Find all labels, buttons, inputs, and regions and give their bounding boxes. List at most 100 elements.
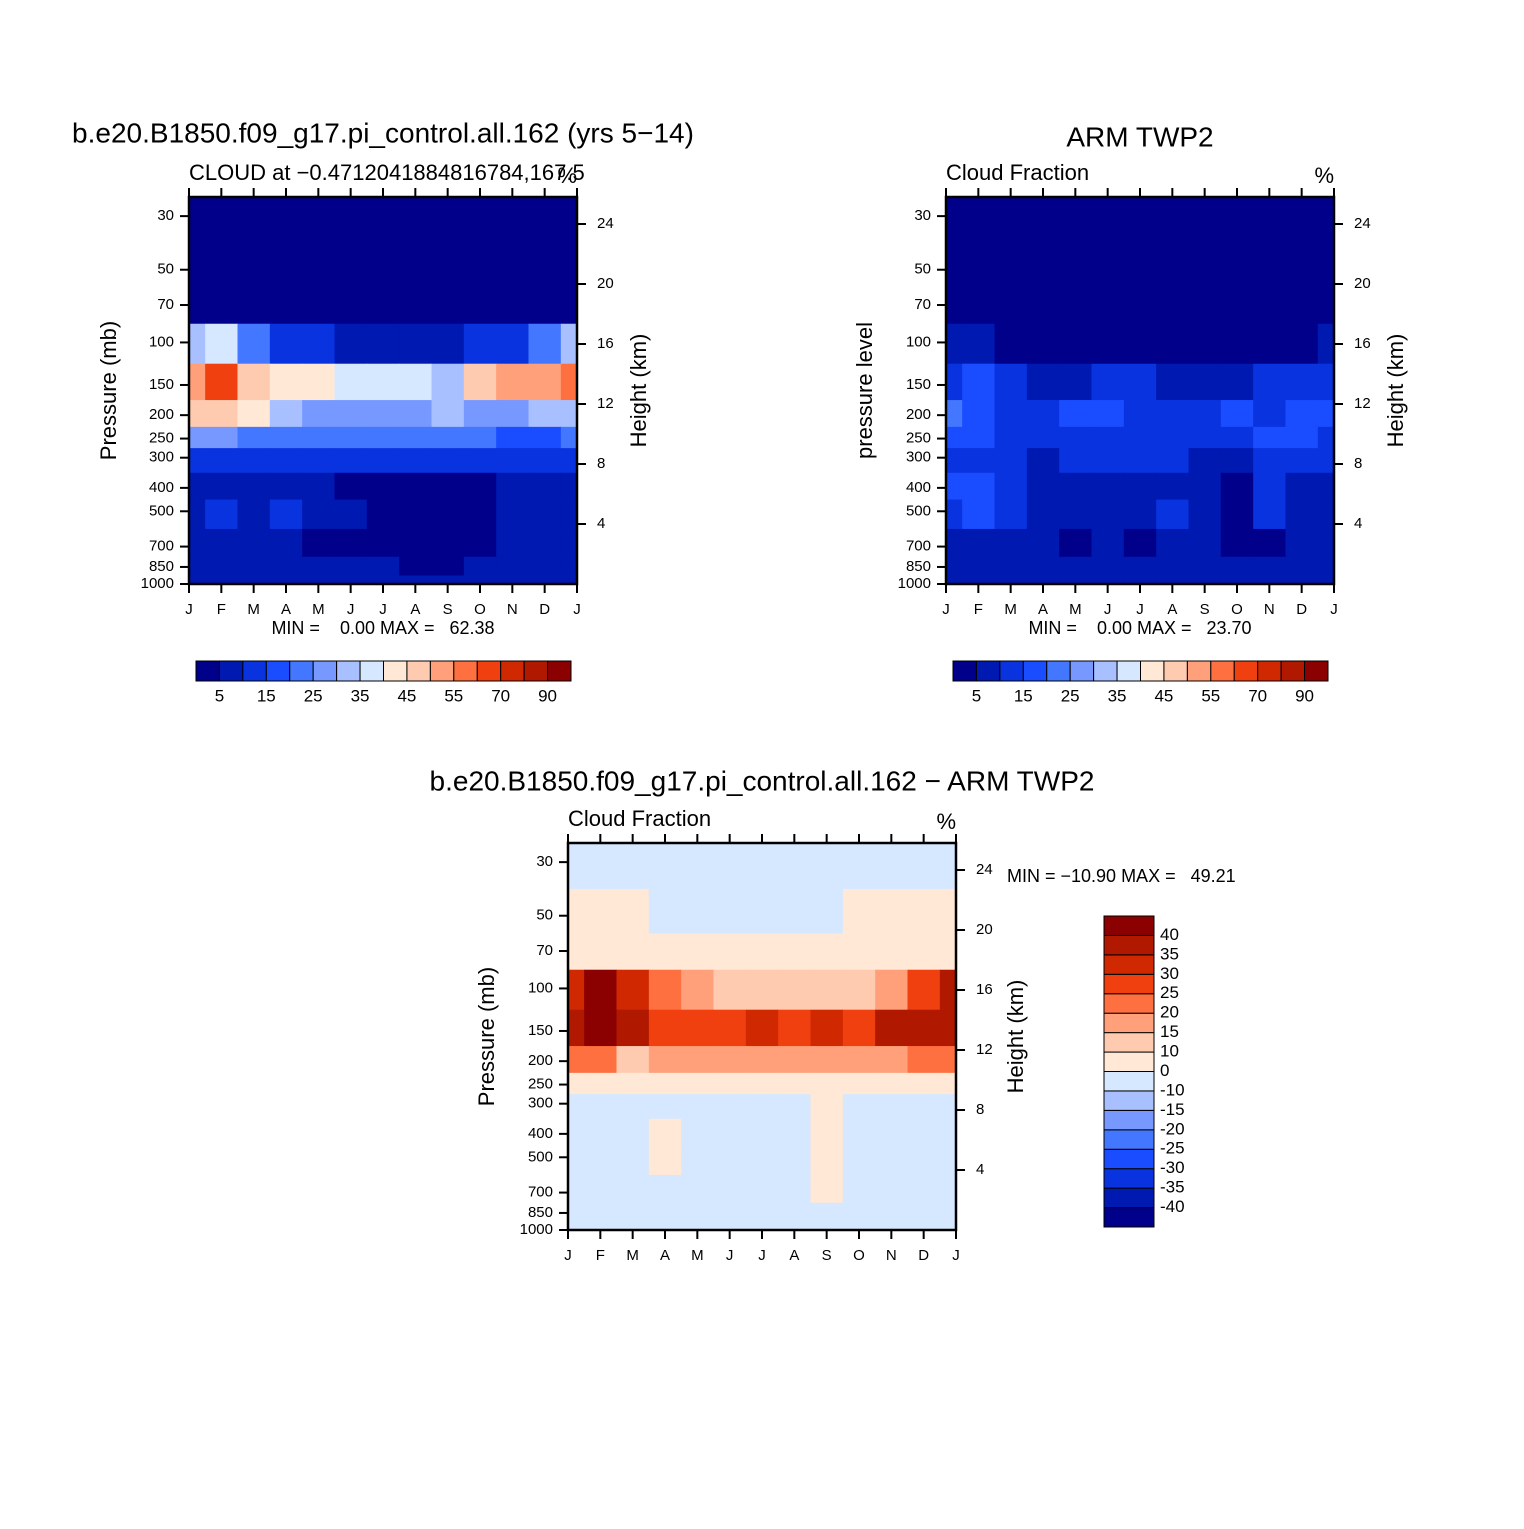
contour-cell	[568, 1174, 585, 1204]
colorbar-label: 90	[1295, 686, 1314, 705]
contour-cell	[366, 363, 400, 401]
y-tick-label: 100	[528, 979, 553, 996]
contour-cell	[560, 528, 578, 558]
contour-cell	[269, 575, 303, 585]
colorbar-box	[547, 660, 572, 682]
y2-tick-label: 8	[1354, 455, 1362, 472]
contour-cell	[302, 323, 335, 365]
contour-cell	[713, 888, 747, 934]
contour-cell	[946, 472, 963, 501]
y-tick-label: 100	[149, 333, 174, 350]
y-tick-label: 400	[906, 479, 931, 496]
colorbar-box	[500, 660, 525, 682]
contour-cell	[584, 1145, 617, 1176]
contour-cell	[745, 1202, 779, 1222]
contour-cell	[334, 575, 368, 585]
y-tick-label: 250	[149, 430, 174, 447]
contour-cell	[366, 323, 400, 365]
contour-cell	[237, 528, 271, 558]
x-tick-label: O	[853, 1247, 865, 1264]
x-tick-label: A	[410, 601, 420, 618]
contour-cell	[616, 1094, 650, 1120]
contour-cell	[302, 575, 335, 585]
contour-cell	[269, 400, 303, 428]
contour-cell	[713, 1118, 747, 1147]
contour-cell	[560, 363, 578, 401]
contour-cell	[994, 426, 1028, 449]
contour-cell	[1123, 575, 1157, 585]
colorbar-box	[312, 660, 338, 682]
contour-cell	[496, 499, 529, 530]
y2-tick-label: 16	[597, 335, 614, 352]
contour-cell	[875, 1072, 908, 1095]
contour-cell	[1253, 197, 1286, 244]
x-tick-label: S	[443, 601, 453, 618]
colorbar-box	[1116, 660, 1141, 682]
contour-cell	[962, 287, 995, 325]
contour-cell	[713, 1094, 747, 1120]
contour-cell	[946, 197, 963, 244]
colorbar-box	[1103, 1071, 1155, 1092]
contour-cell	[1059, 323, 1092, 365]
y2-tick-label: 12	[597, 395, 614, 412]
contour-cell	[496, 323, 529, 365]
contour-cell	[616, 888, 650, 934]
y-tick-label: 150	[528, 1022, 553, 1039]
contour-cell	[366, 472, 400, 501]
contour-cell	[1285, 448, 1319, 474]
contour-cell	[994, 287, 1028, 325]
contour-cell	[1123, 528, 1157, 558]
contour-cell	[189, 472, 206, 501]
contour-cell	[560, 323, 578, 365]
colorbar-box	[975, 660, 1001, 682]
contour-cell	[189, 363, 206, 401]
contour-cell	[1188, 287, 1222, 325]
y-tick-label: 500	[149, 502, 174, 519]
contour-cell	[907, 1009, 941, 1047]
contour-cell	[568, 969, 585, 1011]
contour-cell	[616, 1221, 650, 1231]
contour-cell	[1253, 472, 1286, 501]
contour-cell	[528, 575, 562, 585]
contour-cell	[205, 556, 238, 576]
contour-cell	[1123, 242, 1157, 288]
contour-cell	[962, 197, 995, 244]
colorbar-box	[1257, 660, 1282, 682]
contour-cell	[994, 363, 1028, 401]
contour-cell	[1123, 426, 1157, 449]
contour-cell	[875, 1094, 908, 1120]
contour-cell	[189, 323, 206, 365]
contour-cell	[584, 888, 617, 934]
contour-cell	[269, 426, 303, 449]
contour-cell	[1091, 499, 1125, 530]
contour-cell	[568, 1202, 585, 1222]
contour-cell	[875, 969, 908, 1011]
y2-tick-label: 12	[976, 1041, 993, 1058]
x-tick-label: J	[1136, 601, 1144, 618]
contour-cell	[568, 888, 585, 934]
contour-cell	[1285, 499, 1319, 530]
contour-cell	[1188, 242, 1222, 288]
contour-cell	[810, 1174, 844, 1204]
contour-cell	[616, 1174, 650, 1204]
contour-cell	[431, 197, 465, 244]
x-tick-label: D	[1296, 601, 1307, 618]
y-tick-label: 700	[149, 538, 174, 555]
contour-cell	[560, 242, 578, 288]
colorbar-box	[1103, 1168, 1155, 1189]
contour-cell	[875, 843, 908, 890]
contour-cell	[366, 287, 400, 325]
colorbar-label: -20	[1160, 1119, 1185, 1138]
contour-cell	[1220, 556, 1254, 576]
y-axis-label: pressure level	[852, 322, 877, 459]
y-tick-label: 70	[157, 296, 174, 313]
contour-cell	[366, 448, 400, 474]
contour-cell	[528, 197, 562, 244]
contour-cell	[616, 1145, 650, 1176]
contour-cell	[302, 426, 335, 449]
contour-cell	[745, 1009, 779, 1047]
contour-cell	[1059, 499, 1092, 530]
contour-cell	[713, 1009, 747, 1047]
contour-cell	[496, 448, 529, 474]
contour-cell	[1156, 287, 1189, 325]
